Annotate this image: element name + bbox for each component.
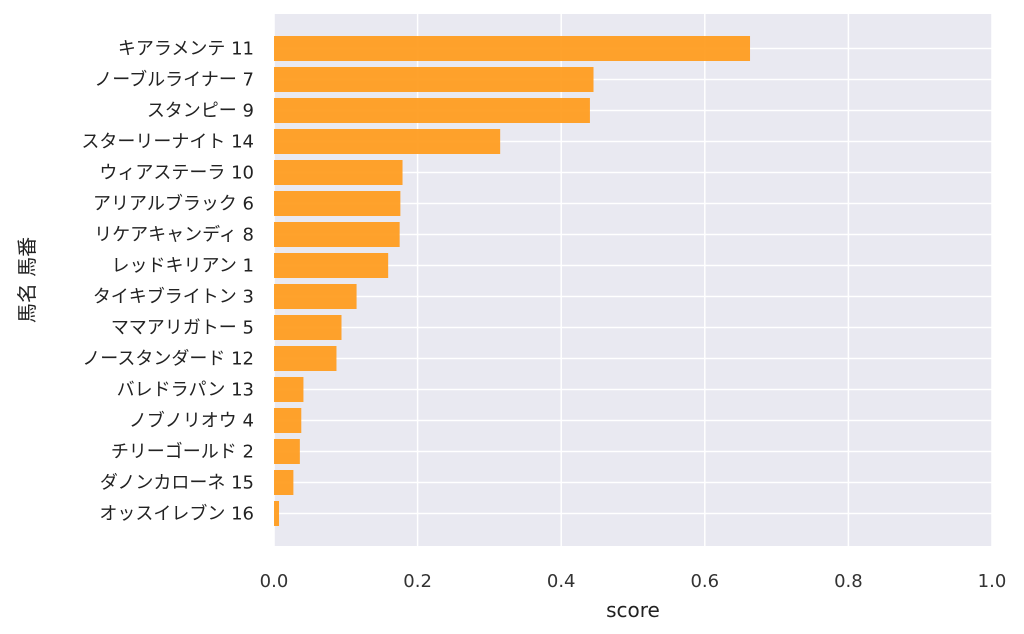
category-label: スタンピー 9 — [147, 101, 254, 122]
bars — [274, 36, 751, 526]
bar — [274, 222, 400, 247]
category-label: ノブノリオウ 4 — [129, 410, 254, 432]
category-label: ノーブルライナー 7 — [94, 69, 254, 91]
bar — [274, 160, 403, 185]
category-label: レッドキリアン 1 — [112, 256, 254, 277]
bar — [274, 67, 594, 92]
x-tick-label: 0.2 — [403, 571, 432, 592]
bar — [274, 36, 751, 61]
category-label: キアラメンテ 11 — [118, 39, 254, 60]
category-label: チリーゴールド 2 — [111, 442, 254, 463]
category-label: ママアリガトー 5 — [111, 318, 254, 339]
x-tick-label: 0.8 — [834, 571, 863, 592]
category-label: アリアルブラック 6 — [93, 193, 254, 215]
category-label: バレドラパン 13 — [117, 380, 254, 401]
x-tick-label: 0.6 — [690, 571, 719, 592]
x-axis-title: score — [606, 598, 660, 622]
bar — [274, 408, 302, 433]
category-label: ウィアステーラ 10 — [99, 163, 254, 184]
bar — [274, 129, 501, 154]
category-label: リケアキャンディ 8 — [94, 225, 254, 246]
category-label: スターリーナイト 14 — [81, 132, 254, 153]
x-tick-label: 0.0 — [260, 571, 289, 592]
bar — [274, 284, 357, 309]
bar — [274, 501, 280, 526]
x-tick-labels: 0.0 0.2 0.4 0.6 0.8 1.0 — [260, 571, 1007, 592]
category-label: タイキブライトン 3 — [93, 286, 254, 308]
bar — [274, 377, 304, 402]
category-labels: キアラメンテ 11 ノーブルライナー 7 スタンピー 9 スターリーナイト 14 ウィア… — [81, 39, 254, 525]
bar — [274, 439, 300, 464]
bar — [274, 98, 590, 123]
bar — [274, 346, 337, 371]
y-axis-title: 馬名 馬番 — [15, 237, 39, 323]
x-tick-label: 1.0 — [978, 571, 1007, 592]
bar — [274, 191, 401, 216]
category-label: ノースタンダード 12 — [82, 349, 254, 370]
bar — [274, 315, 342, 340]
bar — [274, 470, 294, 495]
plot-background — [274, 14, 992, 546]
bar — [274, 253, 389, 278]
category-label: ダノンカローネ 15 — [100, 473, 254, 494]
x-tick-label: 0.4 — [547, 571, 576, 592]
category-label: オッスイレブン 16 — [99, 503, 254, 525]
